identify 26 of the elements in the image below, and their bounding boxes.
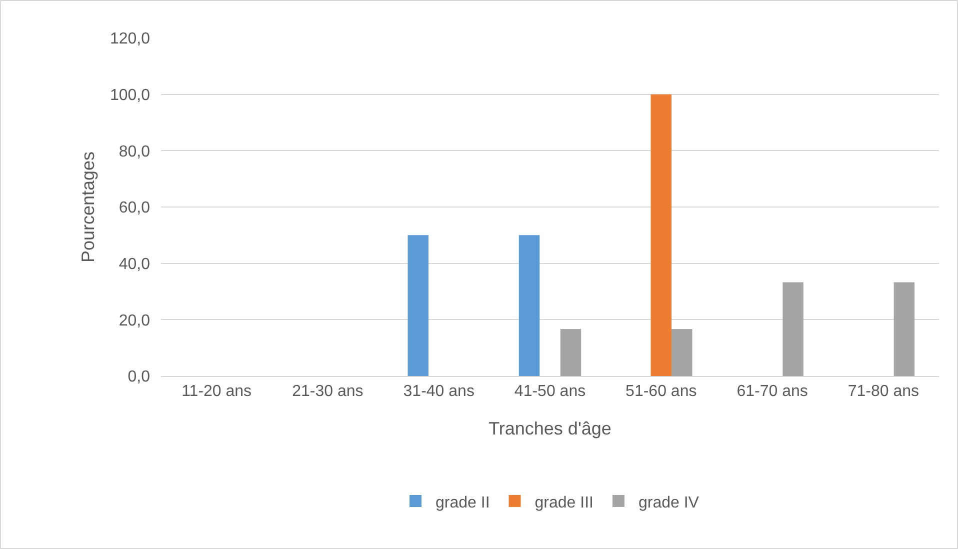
bar [518, 235, 540, 376]
x-tick-label: 41-50 ans [514, 383, 586, 400]
bar [672, 328, 692, 376]
x-tick-label: 71-80 ans [848, 383, 920, 400]
y-tick-label: 80,0 [118, 143, 150, 160]
y-tick-label: 60,0 [118, 200, 150, 217]
y-tick-label: 120,0 [110, 30, 150, 48]
y-tick-label: 20,0 [118, 312, 150, 330]
x-tick-label: 11-20 ans [182, 383, 252, 400]
y-tick-label: 100,0 [110, 86, 150, 104]
legend-label: grade IV [638, 494, 700, 512]
y-tick-label: 40,0 [118, 256, 150, 273]
legend-label: grade III [534, 494, 594, 512]
bar [408, 235, 428, 376]
legend-label: grade II [436, 494, 490, 512]
x-tick-label: 51-60 ans [626, 383, 697, 400]
x-tick-label: 21-30 ans [292, 383, 364, 400]
bar [650, 94, 672, 376]
y-axis-title: Pourcentages [78, 151, 98, 263]
bar [560, 328, 582, 376]
x-axis-title: Tranches d'âge [488, 418, 612, 438]
y-tick-label: 0,0 [128, 368, 150, 386]
bar [782, 282, 804, 376]
x-tick-label: 61-70 ans [736, 383, 808, 400]
x-tick-label: 31-40 ans [403, 383, 474, 400]
bar [894, 282, 915, 376]
